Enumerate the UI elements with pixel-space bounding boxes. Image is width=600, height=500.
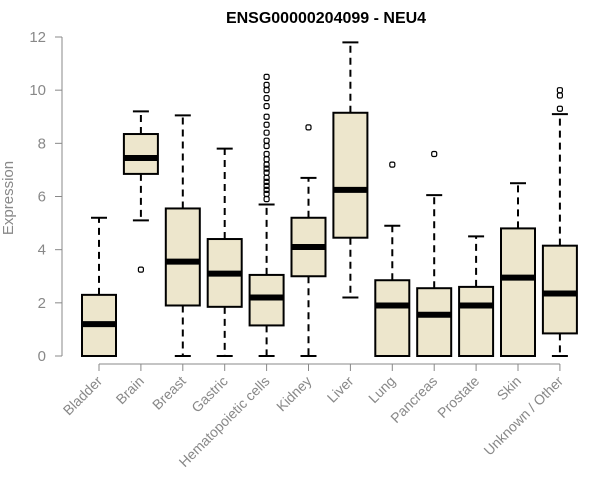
outlier-point (137, 266, 144, 273)
x-tick-label: Breast (149, 373, 189, 413)
outlier-point (263, 196, 270, 203)
box-prostate (458, 235, 495, 357)
box-breast (164, 114, 201, 357)
outlier-point (263, 137, 270, 144)
outlier-point (263, 73, 270, 80)
box-brain (122, 110, 159, 273)
box-pancreas (416, 150, 453, 357)
y-axis: 0 2 4 6 8 10 12 (29, 29, 63, 365)
outlier-point (263, 169, 270, 176)
y-tick-label: 10 (29, 82, 46, 99)
x-tick-label: Unknown / Other (480, 373, 566, 459)
y-tick-label: 2 (38, 295, 46, 312)
outlier-point (263, 129, 270, 136)
box-iqr (458, 285, 495, 357)
outlier-point (263, 121, 270, 128)
outlier-point (556, 92, 564, 99)
box-iqr (374, 279, 411, 357)
box-iqr (332, 111, 369, 239)
outlier-point (305, 124, 312, 131)
outlier-point (263, 103, 270, 110)
outlier-point (431, 150, 438, 158)
box-iqr (122, 133, 159, 175)
box-iqr (541, 244, 578, 335)
outlier-point (263, 182, 270, 189)
box-unknown-other (541, 87, 578, 357)
outlier-point (389, 161, 396, 168)
box-iqr (500, 227, 536, 357)
box-kidney (290, 124, 327, 357)
outlier-point (263, 113, 270, 120)
box-bladder (81, 216, 117, 358)
x-tick-label: Brain (113, 373, 147, 407)
outlier-point (556, 105, 564, 112)
outlier-point (263, 190, 270, 197)
x-tick-label: Bladder (60, 373, 106, 419)
box-gastric (206, 147, 243, 357)
box-lung (374, 161, 411, 357)
outlier-point (263, 150, 270, 158)
y-tick-label: 4 (38, 242, 46, 259)
outlier-point (263, 95, 270, 102)
box-skin (500, 182, 536, 357)
box-iqr (416, 287, 453, 357)
y-axis-label: Expression (0, 161, 17, 235)
outlier-point (556, 87, 564, 94)
x-tick-label: Liver (324, 373, 357, 406)
y-tick-label: 8 (38, 135, 46, 152)
x-tick-label: Lung (365, 373, 398, 406)
x-tick-label: Prostate (434, 373, 482, 421)
outlier-point (263, 165, 270, 172)
outlier-point (263, 186, 270, 193)
chart-title: ENSG00000204099 - NEU4 (226, 10, 426, 27)
x-tick-label: Skin (494, 373, 525, 404)
outlier-point (263, 178, 270, 185)
outlier-point (263, 87, 270, 94)
y-tick-label: 0 (38, 348, 46, 365)
y-tick-label: 6 (38, 189, 46, 206)
y-tick-label: 12 (29, 29, 46, 46)
box-liver (332, 41, 369, 299)
box-hematopoietic-cells (248, 73, 285, 357)
box-iqr (164, 207, 201, 307)
boxes-group (81, 41, 578, 358)
outlier-point (263, 142, 270, 150)
x-tick-label: Pancreas (387, 373, 440, 426)
outlier-point (263, 81, 270, 88)
x-tick-label: Kidney (273, 373, 315, 415)
outlier-point (263, 156, 270, 163)
